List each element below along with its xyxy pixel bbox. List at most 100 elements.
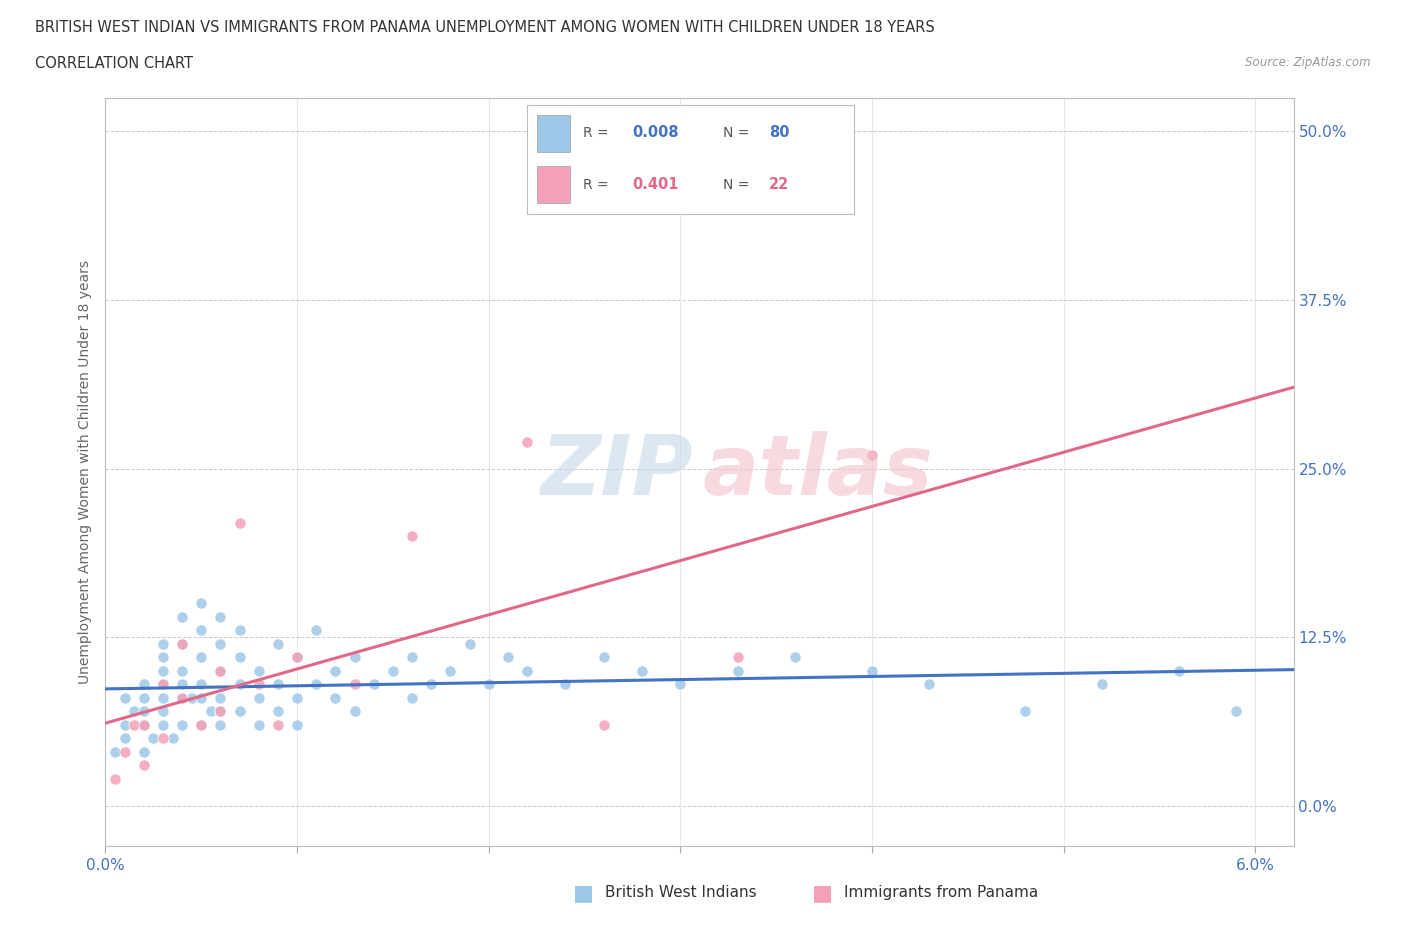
Point bbox=[190, 623, 212, 638]
Point bbox=[785, 650, 807, 665]
Text: atlas: atlas bbox=[703, 432, 934, 512]
Text: BRITISH WEST INDIAN VS IMMIGRANTS FROM PANAMA UNEMPLOYMENT AMONG WOMEN WITH CHIL: BRITISH WEST INDIAN VS IMMIGRANTS FROM P… bbox=[35, 20, 935, 35]
Text: CORRELATION CHART: CORRELATION CHART bbox=[35, 56, 193, 71]
Point bbox=[247, 663, 270, 678]
Point bbox=[267, 677, 290, 692]
Point bbox=[190, 717, 212, 732]
Point bbox=[209, 704, 232, 719]
Point bbox=[325, 690, 347, 705]
Point bbox=[152, 731, 174, 746]
Point bbox=[247, 677, 270, 692]
Point bbox=[592, 717, 614, 732]
Point bbox=[727, 663, 749, 678]
Point bbox=[285, 690, 308, 705]
Point bbox=[401, 528, 423, 543]
Point bbox=[267, 704, 290, 719]
Point bbox=[381, 663, 404, 678]
Point bbox=[132, 717, 155, 732]
Point bbox=[172, 636, 194, 651]
Point bbox=[305, 677, 328, 692]
Point bbox=[172, 677, 194, 692]
Point bbox=[172, 609, 194, 624]
Point bbox=[209, 663, 232, 678]
Point bbox=[190, 596, 212, 611]
Point bbox=[496, 650, 519, 665]
Point bbox=[200, 704, 222, 719]
Point bbox=[554, 677, 576, 692]
Text: ■: ■ bbox=[574, 883, 593, 903]
Point bbox=[172, 663, 194, 678]
Point bbox=[172, 636, 194, 651]
Point bbox=[247, 690, 270, 705]
Point bbox=[142, 731, 165, 746]
Point bbox=[132, 758, 155, 773]
Point bbox=[420, 677, 443, 692]
Point bbox=[152, 717, 174, 732]
Point bbox=[860, 663, 883, 678]
Point bbox=[122, 717, 145, 732]
Point bbox=[343, 650, 366, 665]
Point bbox=[343, 677, 366, 692]
Point bbox=[401, 690, 423, 705]
Point bbox=[152, 704, 174, 719]
Point bbox=[401, 650, 423, 665]
Point bbox=[727, 650, 749, 665]
Point bbox=[228, 650, 250, 665]
Point bbox=[1091, 677, 1114, 692]
Point bbox=[1014, 704, 1036, 719]
Point bbox=[172, 690, 194, 705]
Text: ■: ■ bbox=[813, 883, 832, 903]
Text: Immigrants from Panama: Immigrants from Panama bbox=[844, 885, 1038, 900]
Point bbox=[669, 677, 692, 692]
Text: Source: ZipAtlas.com: Source: ZipAtlas.com bbox=[1246, 56, 1371, 69]
Point bbox=[132, 704, 155, 719]
Point bbox=[458, 636, 481, 651]
Point bbox=[162, 731, 184, 746]
Point bbox=[209, 663, 232, 678]
Point bbox=[285, 717, 308, 732]
Point bbox=[209, 717, 232, 732]
Point bbox=[439, 663, 461, 678]
Point bbox=[152, 677, 174, 692]
Point bbox=[343, 704, 366, 719]
Text: British West Indians: British West Indians bbox=[605, 885, 756, 900]
Point bbox=[209, 704, 232, 719]
Point bbox=[132, 690, 155, 705]
Point bbox=[325, 663, 347, 678]
Y-axis label: Unemployment Among Women with Children Under 18 years: Unemployment Among Women with Children U… bbox=[79, 260, 93, 684]
Point bbox=[363, 677, 385, 692]
Point bbox=[478, 677, 501, 692]
Point bbox=[114, 690, 136, 705]
Point bbox=[122, 704, 145, 719]
Point bbox=[209, 636, 232, 651]
Point bbox=[209, 690, 232, 705]
Point bbox=[267, 717, 290, 732]
Point bbox=[228, 515, 250, 530]
Point bbox=[114, 731, 136, 746]
Text: ZIP: ZIP bbox=[540, 432, 693, 512]
Point bbox=[1225, 704, 1247, 719]
Point bbox=[180, 690, 202, 705]
Point bbox=[285, 650, 308, 665]
Point bbox=[918, 677, 941, 692]
Point bbox=[190, 650, 212, 665]
Point bbox=[209, 609, 232, 624]
Point bbox=[228, 704, 250, 719]
Point bbox=[592, 650, 614, 665]
Point bbox=[228, 677, 250, 692]
Point bbox=[1167, 663, 1189, 678]
Point bbox=[190, 677, 212, 692]
Point bbox=[190, 690, 212, 705]
Point bbox=[267, 636, 290, 651]
Point bbox=[152, 690, 174, 705]
Point bbox=[631, 663, 654, 678]
Point bbox=[172, 690, 194, 705]
Point bbox=[860, 447, 883, 462]
Point bbox=[114, 717, 136, 732]
Point bbox=[152, 663, 174, 678]
Point bbox=[190, 717, 212, 732]
Point bbox=[114, 744, 136, 759]
Point bbox=[285, 650, 308, 665]
Point bbox=[104, 771, 127, 786]
Point bbox=[152, 636, 174, 651]
